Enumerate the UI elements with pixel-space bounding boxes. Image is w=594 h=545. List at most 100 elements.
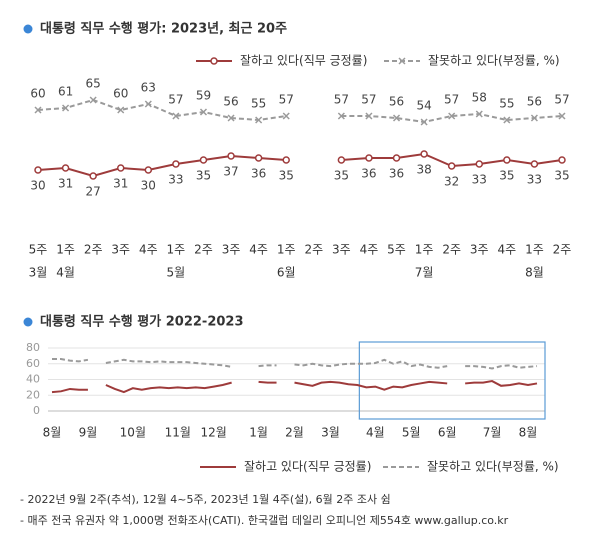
value-label: 30: [141, 179, 156, 193]
x-tick-label: 7월: [483, 426, 502, 440]
point-marker: [89, 172, 97, 180]
value-label: 36: [251, 167, 266, 181]
value-label: 35: [499, 169, 514, 183]
point-marker: [530, 160, 539, 168]
x-group-label: 8월: [525, 266, 544, 280]
x-tick-label: 9월: [79, 426, 98, 440]
x-tick-label: 3주: [332, 243, 351, 257]
value-label: 57: [444, 93, 459, 107]
x-tick-label: 2주: [442, 243, 461, 257]
x-tick-label: 11월: [165, 426, 191, 440]
highlight-box: [358, 341, 546, 420]
x-tick-label: 2주: [84, 243, 103, 257]
point-marker: [227, 114, 235, 122]
point-marker: [117, 106, 125, 114]
point-marker: [448, 112, 456, 120]
point-marker: [365, 112, 373, 120]
legend-label: 잘하고 있다(직무 긍정률): [240, 54, 367, 68]
value-label: 60: [30, 87, 45, 101]
value-label: 56: [223, 95, 238, 109]
x-tick-label: 1주: [56, 243, 75, 257]
value-label: 36: [389, 167, 404, 181]
series-line: [37, 154, 287, 178]
legend-label: 잘못하고 있다(부정률, %): [428, 54, 560, 68]
point-marker: [447, 162, 456, 170]
note: - 매주 전국 유권자 약 1,000명 전화조사(CATI). 한국갤럽 데일…: [20, 513, 509, 527]
legend-label: 잘하고 있다(직무 긍정률): [244, 460, 371, 474]
point-marker: [282, 112, 290, 120]
value-label: 35: [334, 169, 349, 183]
series-line: [258, 364, 277, 368]
value-label: 61: [58, 85, 73, 99]
x-tick-label: 4월: [366, 426, 385, 440]
title-bullet: [23, 24, 33, 34]
point-marker: [475, 110, 483, 118]
point-marker: [254, 154, 263, 162]
x-group-label: 5월: [167, 266, 186, 280]
x-group-label: 3월: [29, 266, 48, 280]
point-marker: [144, 100, 152, 108]
value-label: 58: [472, 91, 487, 105]
x-group-label: 6월: [277, 266, 296, 280]
x-tick-label: 4주: [360, 243, 379, 257]
point-marker: [337, 112, 345, 120]
series-line: [37, 98, 287, 122]
value-label: 32: [444, 175, 459, 189]
value-label: 33: [527, 173, 542, 187]
value-label: 38: [416, 163, 431, 177]
point-marker: [61, 164, 70, 172]
value-label: 36: [361, 167, 376, 181]
x-tick-label: 3주: [470, 243, 489, 257]
value-label: 35: [554, 169, 569, 183]
value-label: 56: [527, 95, 542, 109]
value-label: 60: [113, 87, 128, 101]
point-marker: [420, 150, 428, 158]
point-marker: [503, 116, 511, 124]
title-bullet: [23, 317, 33, 327]
series-line: [51, 387, 88, 394]
value-label: 31: [113, 177, 128, 191]
x-tick-label: 1주: [277, 243, 296, 257]
x-tick-label: 1월: [249, 426, 268, 440]
point-marker: [558, 112, 566, 120]
value-label: 54: [416, 99, 431, 113]
x-tick-label: 5주: [387, 243, 406, 257]
value-label: 57: [361, 93, 376, 107]
value-label: 31: [58, 177, 73, 191]
y-tick-label: 20: [26, 388, 40, 401]
x-group-label: 4월: [56, 266, 75, 280]
x-tick-label: 1주: [525, 243, 544, 257]
value-label: 59: [196, 89, 211, 103]
value-label: 57: [334, 93, 349, 107]
point-marker: [337, 156, 346, 164]
x-tick-label: 6월: [438, 426, 457, 440]
x-tick-label: 2주: [304, 243, 323, 257]
point-marker: [530, 114, 538, 122]
point-marker: [116, 164, 125, 172]
point-marker: [199, 156, 208, 164]
x-tick-label: 8월: [519, 426, 538, 440]
point-marker: [392, 114, 401, 122]
value-label: 57: [279, 93, 294, 107]
point-marker: [392, 154, 401, 162]
x-tick-label: 10월: [120, 426, 146, 440]
point-marker: [420, 118, 428, 126]
x-tick-label: 3주: [111, 243, 130, 257]
series-line: [294, 380, 448, 391]
point-marker: [144, 166, 153, 174]
point-marker: [227, 152, 235, 160]
x-tick-label: 2주: [553, 243, 572, 257]
value-label: 33: [168, 173, 183, 187]
point-marker: [282, 156, 290, 164]
value-label: 27: [86, 185, 101, 199]
point-marker: [89, 96, 97, 104]
value-label: 37: [223, 165, 238, 179]
y-tick-label: 0: [33, 404, 40, 417]
x-tick-label: 5주: [29, 243, 48, 257]
chart-title: 대통령 직무 수행 평가: 2023년, 최근 20주: [40, 21, 287, 37]
point-marker: [365, 154, 373, 162]
x-tick-label: 1주: [167, 243, 186, 257]
series-line: [52, 358, 89, 363]
